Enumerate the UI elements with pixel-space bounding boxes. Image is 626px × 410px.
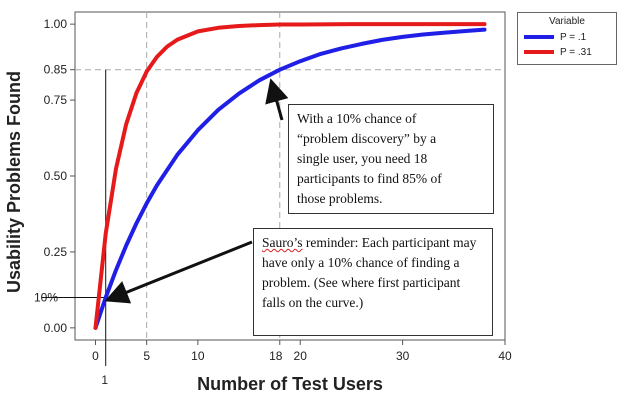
data-point [299,60,301,62]
x-marker-label: 1 [101,373,108,387]
data-point [402,23,404,25]
arrow-to-85pct [265,78,289,121]
data-point [483,23,486,25]
data-point [197,30,199,32]
data-point [166,46,168,48]
data-point [279,69,281,71]
data-point [361,43,363,45]
x-tick-label-extra: 18 [269,349,283,363]
annotation-lower-name: Sauro’s [262,235,303,250]
data-point [176,154,178,156]
arrow-to-first-participant [104,240,253,304]
data-point [156,56,158,58]
data-point [176,39,178,41]
annotation-upper-line: “problem discovery” by a [297,131,437,146]
data-point [402,36,404,38]
annotation-upper-line: With a 10% chance of [297,111,417,126]
data-point [299,23,301,26]
annotation-lower: Sauro’s reminder: Each participant may h… [253,228,493,336]
data-point [115,269,117,271]
legend-label-p1: P = .1 [560,31,587,43]
annotation-upper: With a 10% chance of “problem discovery”… [288,104,494,214]
annotation-lower-text: reminder: Each participant may have only… [262,235,477,310]
annotation-upper-line: those problems. [297,191,383,206]
y-tick-label: 0.75 [44,93,68,107]
data-point [105,296,107,299]
data-point [258,24,260,26]
data-point [483,29,486,31]
y-tick-label: 1.00 [44,17,68,31]
y-tick-label-extra: 0.85 [44,63,68,77]
y-tick-label: 0.25 [44,245,68,259]
data-point [115,168,117,170]
annotation-upper-line: single user, you need 18 [297,151,428,166]
data-point [238,93,240,95]
x-tick-label: 10 [191,349,205,363]
data-point [125,123,127,125]
x-tick-label: 20 [294,349,308,363]
data-point [146,70,148,73]
data-point [238,25,240,27]
data-point [94,327,97,329]
arrow-layer [104,78,289,304]
data-point [156,184,158,186]
x-axis-label: Number of Test Users [197,374,383,394]
legend: Variable P = .1 P = .31 [517,12,617,65]
y-tick-label-extra: 10% [34,290,58,304]
data-point [340,47,342,50]
data-point [197,129,199,131]
data-point [135,92,137,94]
y-tick-label: 0.50 [44,169,68,183]
legend-swatch-blue [524,35,554,39]
legend-swatch-red [524,50,554,54]
legend-title: Variable [549,16,585,27]
data-point [125,244,127,247]
x-tick-label: 0 [92,349,99,363]
data-point [217,109,219,111]
x-tick-label: 30 [396,349,410,363]
data-point [217,27,219,29]
annotation-upper-line: participants to find 85% of [297,171,442,186]
data-point [279,23,281,26]
x-tick-label: 40 [498,349,512,363]
x-tick-label: 5 [143,349,150,363]
data-point [135,222,137,224]
data-point [350,23,352,25]
y-axis-label: Usability Problems Found [4,71,24,293]
data-point [463,30,465,32]
data-point [381,39,383,41]
data-point [320,53,322,55]
data-point [146,202,148,204]
legend-item-p1: P = .1 [524,30,586,44]
data-point [258,79,260,81]
data-point [422,33,424,36]
y-tick-label: 0.00 [44,321,68,335]
data-point [443,32,445,34]
data-point [105,233,107,235]
tick-layer: 0 5 10 20 30 40 18 1 0.00 0.25 0.50 0.75 1.00 0.85 10% [34,17,512,387]
data-point [453,23,455,25]
legend-item-p31: P = .31 [524,45,592,59]
legend-label-p31: P = .31 [560,46,592,58]
